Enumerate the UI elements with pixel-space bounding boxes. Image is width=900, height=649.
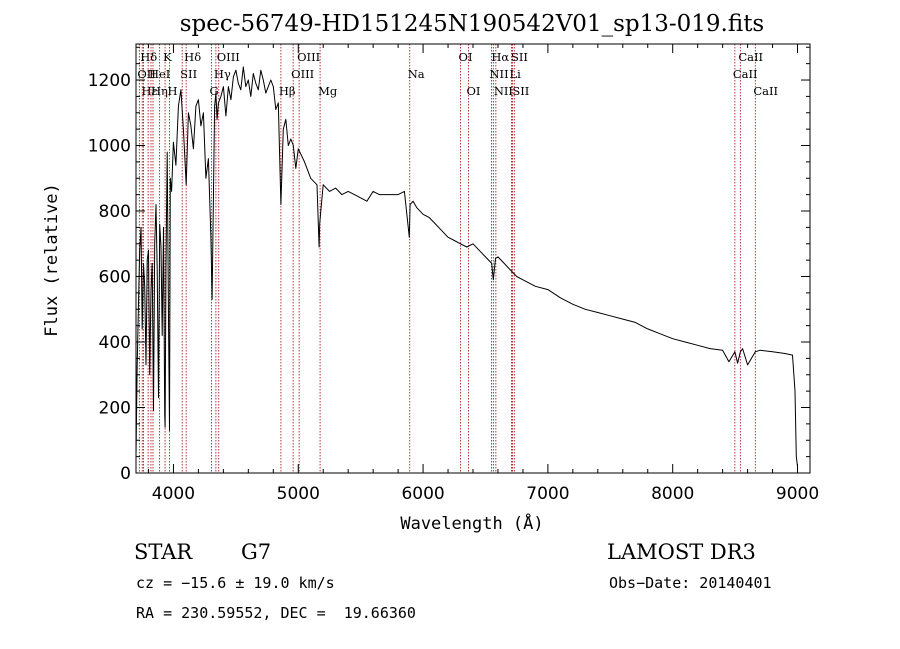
line-label: Mg [318, 84, 338, 98]
plot-frame [135, 43, 811, 474]
line-label: CaII [738, 50, 763, 64]
ra-dec: RA = 230.59552, DEC = 19.66360 [136, 604, 416, 622]
y-tick-label: 0 [120, 464, 131, 484]
line-label: H [167, 84, 177, 98]
line-label: CaII [733, 67, 758, 81]
line-label: K [163, 50, 172, 64]
spectrum-series [135, 66, 798, 467]
x-tick-label: 5000 [277, 484, 320, 504]
y-axis-label: Flux (relative) [42, 183, 62, 337]
line-label: Hβ [279, 84, 296, 98]
line-label: CaII [753, 84, 778, 98]
axis-ticks [136, 44, 810, 474]
x-axis-label: Wavelength (Å) [400, 512, 543, 534]
line-label: HeI [149, 67, 170, 81]
subclass: G7 [241, 540, 272, 564]
x-tick-label: 9000 [776, 484, 819, 504]
line-label: Hγ [214, 67, 231, 81]
survey-name: LAMOST DR3 [607, 540, 756, 564]
line-label: OIII [297, 50, 320, 64]
y-tick-label: 400 [99, 333, 131, 353]
emission-line-markers [138, 44, 756, 473]
line-label: NII [489, 67, 508, 81]
x-tick-label: 4000 [152, 484, 195, 504]
line-label: OIII [217, 50, 240, 64]
line-label: Hη [151, 84, 168, 98]
x-tick-label: 8000 [651, 484, 694, 504]
line-label: G [210, 84, 219, 98]
line-label: OII [137, 67, 156, 81]
y-tick-label: 1200 [88, 71, 131, 91]
line-label: Li [509, 67, 521, 81]
line-label: Hδ [184, 50, 201, 64]
y-tick-label: 800 [99, 202, 131, 222]
line-label: Hα [491, 50, 509, 64]
line-label: OIII [291, 67, 314, 81]
y-tick-label: 200 [99, 399, 131, 419]
line-label: OI [467, 84, 481, 98]
line-label: SII [511, 50, 528, 64]
line-label: Hδ [140, 50, 157, 64]
object-type: STAR [134, 540, 193, 564]
chart-title: spec-56749-HD151245N190542V01_sp13-019.f… [180, 11, 765, 37]
line-label: Na [408, 67, 425, 81]
observation-date: Obs−Date: 20140401 [609, 574, 772, 592]
line-label: NII [494, 84, 513, 98]
flux-line [135, 66, 798, 467]
x-tick-label: 7000 [526, 484, 569, 504]
x-tick-labels: 4000 5000 6000 7000 8000 9000 [152, 484, 819, 504]
y-tick-labels: 0 200 400 600 800 1000 1200 [88, 71, 131, 484]
x-tick-label: 6000 [401, 484, 444, 504]
line-label: SII [180, 67, 197, 81]
y-tick-label: 1000 [88, 137, 131, 157]
line-label: Hε [141, 84, 157, 98]
line-label: SII [512, 84, 529, 98]
line-label: OI [459, 50, 473, 64]
redshift-velocity: cz = −15.6 ± 19.0 km/s [136, 574, 335, 592]
y-tick-label: 600 [99, 268, 131, 288]
